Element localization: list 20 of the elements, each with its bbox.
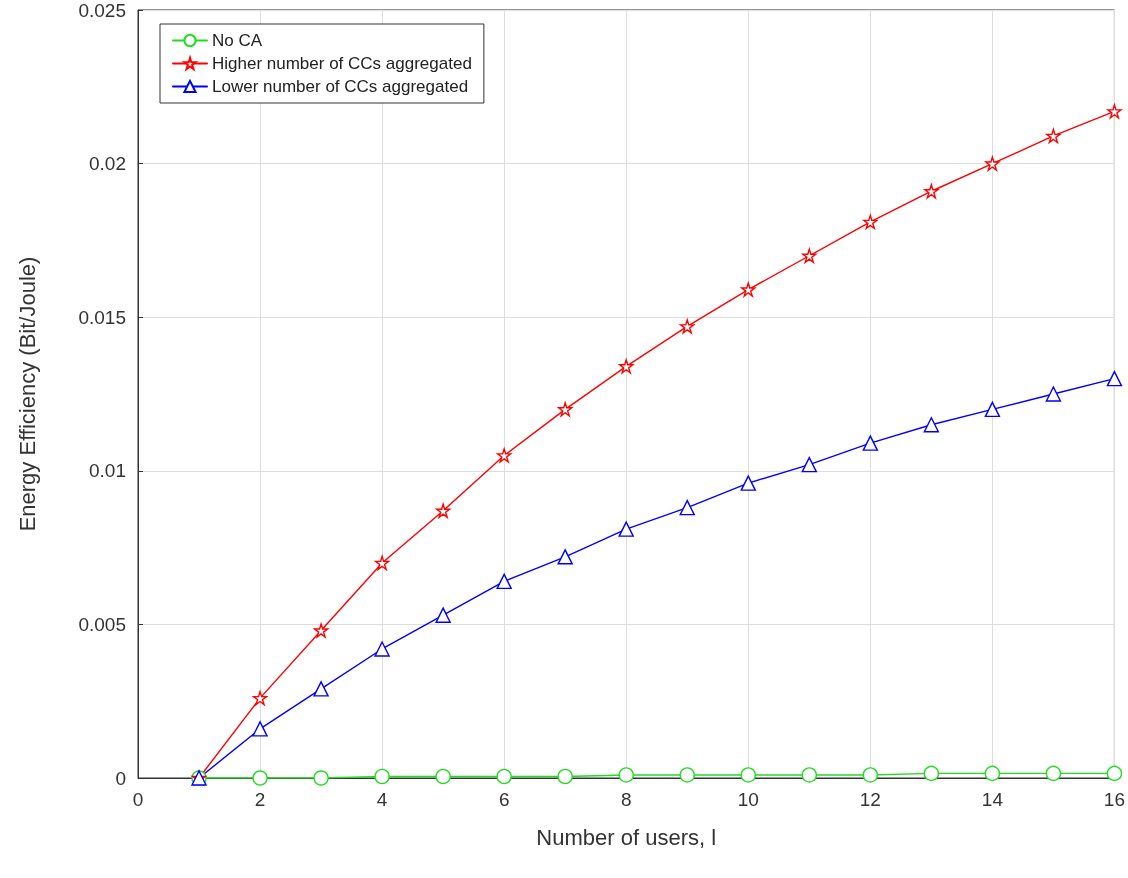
x-axis-title: Number of users, l	[536, 824, 717, 850]
x-tick-label: 2	[254, 789, 266, 810]
legend-label: No CA	[212, 31, 263, 50]
x-tick-label: 4	[376, 789, 388, 810]
x-tick-label: 0	[132, 789, 144, 810]
x-tick-label: 16	[1103, 789, 1125, 810]
y-tick-label: 0.025	[78, 0, 126, 21]
legend-label: Lower number of CCs aggregated	[212, 77, 469, 96]
y-tick-label: 0.02	[89, 153, 126, 175]
x-tick-label: 6	[498, 789, 510, 810]
y-tick-label: 0.015	[78, 306, 126, 328]
y-tick-label: 0	[115, 767, 126, 789]
x-tick-label: 10	[737, 789, 759, 810]
x-tick-label: 8	[620, 789, 632, 810]
y-axis-title: Energy Efficiency (Bit/Joule)	[14, 256, 40, 532]
x-tick-label: 12	[859, 789, 881, 810]
legend-label: Higher number of CCs aggregated	[212, 54, 472, 73]
x-tick-label: 14	[981, 789, 1004, 810]
y-tick-label: 0.01	[89, 460, 126, 482]
y-tick-label: 0.005	[78, 613, 126, 635]
